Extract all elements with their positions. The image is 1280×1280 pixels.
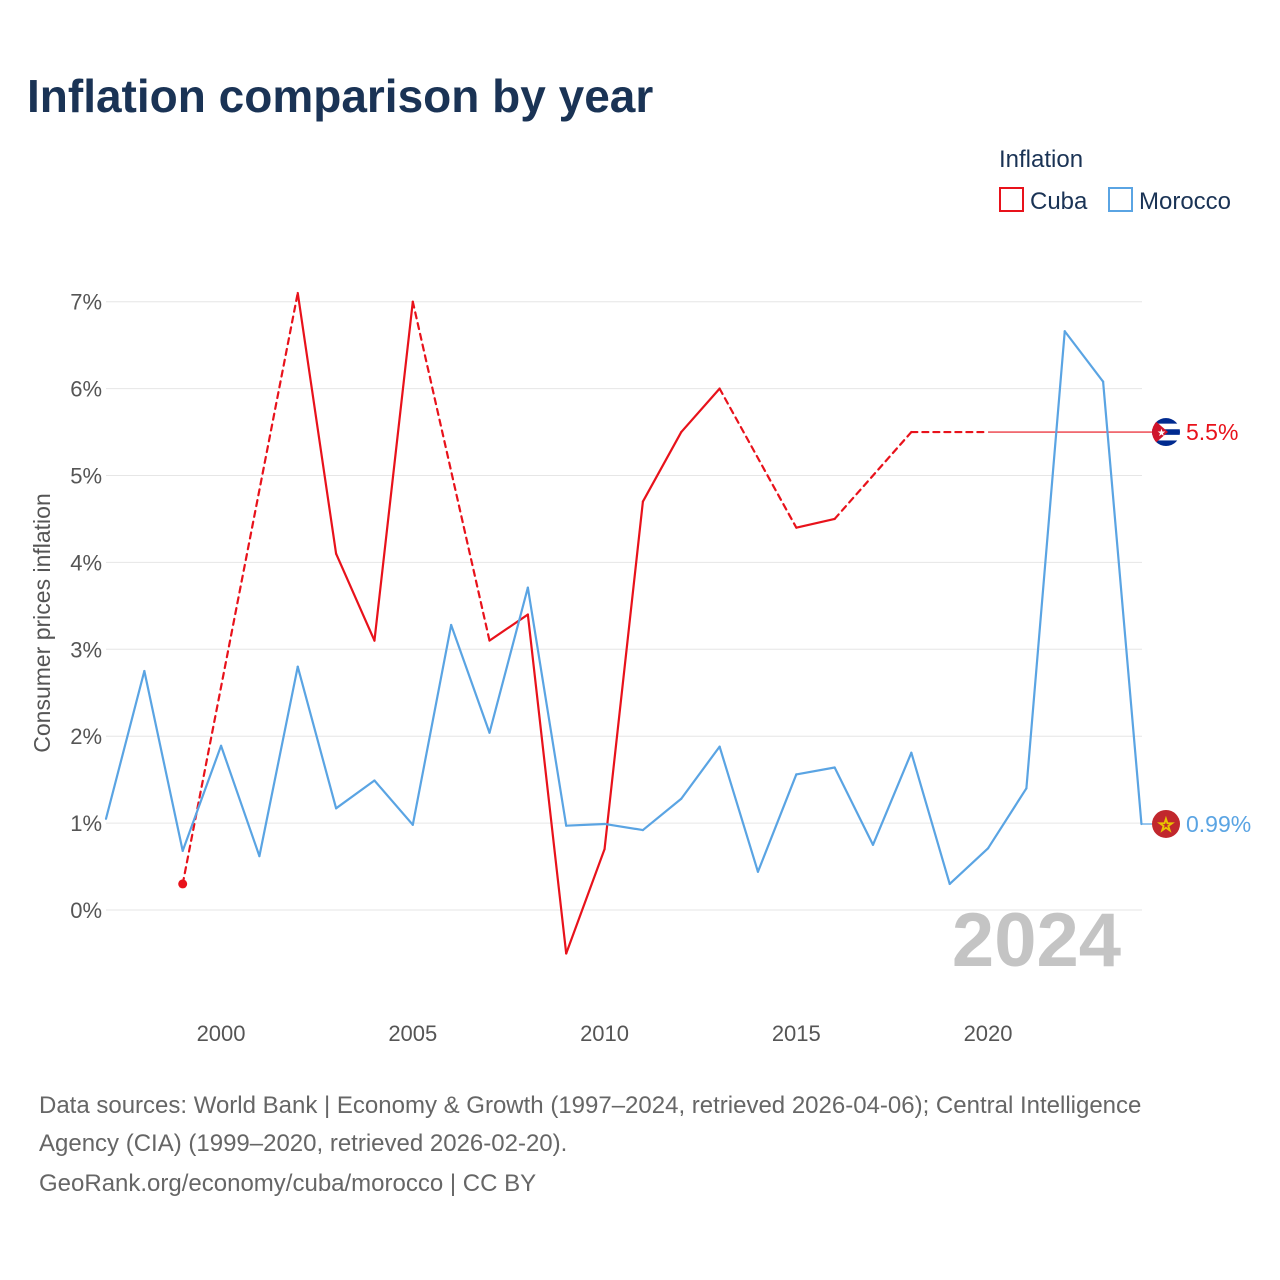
morocco-flag-icon: ☆ [1152, 809, 1180, 838]
y-tick-label: 0% [70, 898, 102, 923]
legend-label-cuba: Cuba [1030, 188, 1088, 215]
footer-sources-line-1: Data sources: World Bank | Economy & Gro… [39, 1092, 1141, 1119]
y-axis-ticks: 0% 1% 2% 3% 4% 5% 6% 7% [70, 290, 102, 923]
morocco-line-segment [833, 766, 875, 846]
svg-text:★: ★ [1157, 428, 1166, 439]
morocco-line-segment [1025, 330, 1066, 790]
morocco-line-segment [910, 751, 951, 886]
morocco-line-segment [219, 744, 261, 858]
morocco-line-segment [718, 745, 760, 873]
legend-label-morocco: Morocco [1139, 188, 1231, 215]
morocco-line-segment [296, 665, 338, 810]
morocco-line-segment [450, 623, 491, 734]
morocco-line-segment [680, 745, 721, 800]
y-tick-label: 1% [70, 811, 102, 836]
morocco-line-segment [565, 822, 606, 827]
morocco-line-segment [143, 669, 184, 853]
y-axis-title: Consumer prices inflation [29, 493, 55, 753]
year-watermark: 2024 [952, 898, 1121, 983]
morocco-line-segment [641, 797, 683, 832]
y-tick-label: 2% [70, 724, 102, 749]
cuba-line-segment [680, 387, 721, 434]
x-tick-label: 2000 [197, 1021, 246, 1046]
series-cuba [178, 291, 990, 955]
morocco-line-segment [181, 744, 223, 853]
cuba-line-segment [488, 613, 529, 642]
footer-link[interactable]: GeoRank.org/economy/cuba/morocco | CC BY [39, 1170, 536, 1197]
morocco-line-segment [986, 787, 1028, 850]
cuba-line-segment [526, 613, 568, 955]
morocco-line-segment [526, 586, 568, 827]
morocco-line-segment [871, 751, 913, 846]
morocco-line-segment [1101, 380, 1143, 826]
morocco-line-segment [104, 669, 146, 820]
cuba-line-segment [603, 500, 645, 851]
y-tick-label: 6% [70, 377, 102, 402]
cuba-line-segment [373, 300, 414, 642]
morocco-end-value-label: 0.99% [1186, 811, 1251, 837]
morocco-line-segment [1063, 330, 1105, 383]
x-tick-label: 2010 [580, 1021, 629, 1046]
cuba-line-segment [335, 552, 376, 642]
cuba-end-value-label: 5.5% [1186, 419, 1238, 445]
y-tick-label: 5% [70, 464, 102, 489]
cuba-flag-icon: ★ [1152, 418, 1180, 447]
x-tick-label: 2020 [964, 1021, 1013, 1046]
legend: Inflation Cuba Morocco [999, 146, 1231, 215]
gridlines [106, 301, 1142, 911]
legend-title: Inflation [999, 146, 1083, 173]
morocco-line-segment [335, 779, 376, 810]
morocco-line-segment [488, 586, 529, 734]
footer: Data sources: World Bank | Economy & Gro… [39, 1092, 1141, 1197]
cuba-line-segment [718, 387, 798, 529]
morocco-line-segment [756, 773, 798, 873]
cuba-data-point [178, 879, 188, 889]
morocco-line-segment [373, 779, 414, 826]
y-tick-label: 3% [70, 637, 102, 662]
cuba-line-segment [795, 517, 836, 529]
cuba-line-segment [565, 848, 606, 955]
series-morocco [104, 330, 1143, 886]
morocco-line-segment [258, 665, 299, 858]
legend-item-cuba[interactable]: Cuba [999, 187, 1088, 215]
chart-title: Inflation comparison by year [27, 70, 653, 122]
legend-item-morocco[interactable]: Morocco [1108, 187, 1231, 215]
legend-swatch-morocco [1108, 187, 1133, 212]
morocco-line-segment [603, 822, 645, 832]
y-tick-label: 4% [70, 550, 102, 575]
morocco-line-segment [948, 847, 990, 886]
cuba-line-segment [411, 300, 491, 642]
x-tick-label: 2015 [772, 1021, 821, 1046]
legend-swatch-cuba [999, 187, 1024, 212]
cuba-line-segment [296, 291, 338, 555]
x-axis-ticks: 2000 2005 2010 2015 2020 [197, 1021, 1013, 1046]
morocco-line-segment [795, 766, 836, 776]
cuba-line-segment [641, 430, 683, 503]
x-tick-label: 2005 [388, 1021, 437, 1046]
morocco-line-segment [411, 623, 453, 826]
cuba-line-segment [833, 430, 913, 521]
y-tick-label: 7% [70, 290, 102, 315]
svg-text:☆: ☆ [1158, 815, 1174, 836]
footer-sources-line-2: Agency (CIA) (1999–2020, retrieved 2026-… [39, 1130, 567, 1157]
cuba-line-segment [181, 291, 299, 886]
